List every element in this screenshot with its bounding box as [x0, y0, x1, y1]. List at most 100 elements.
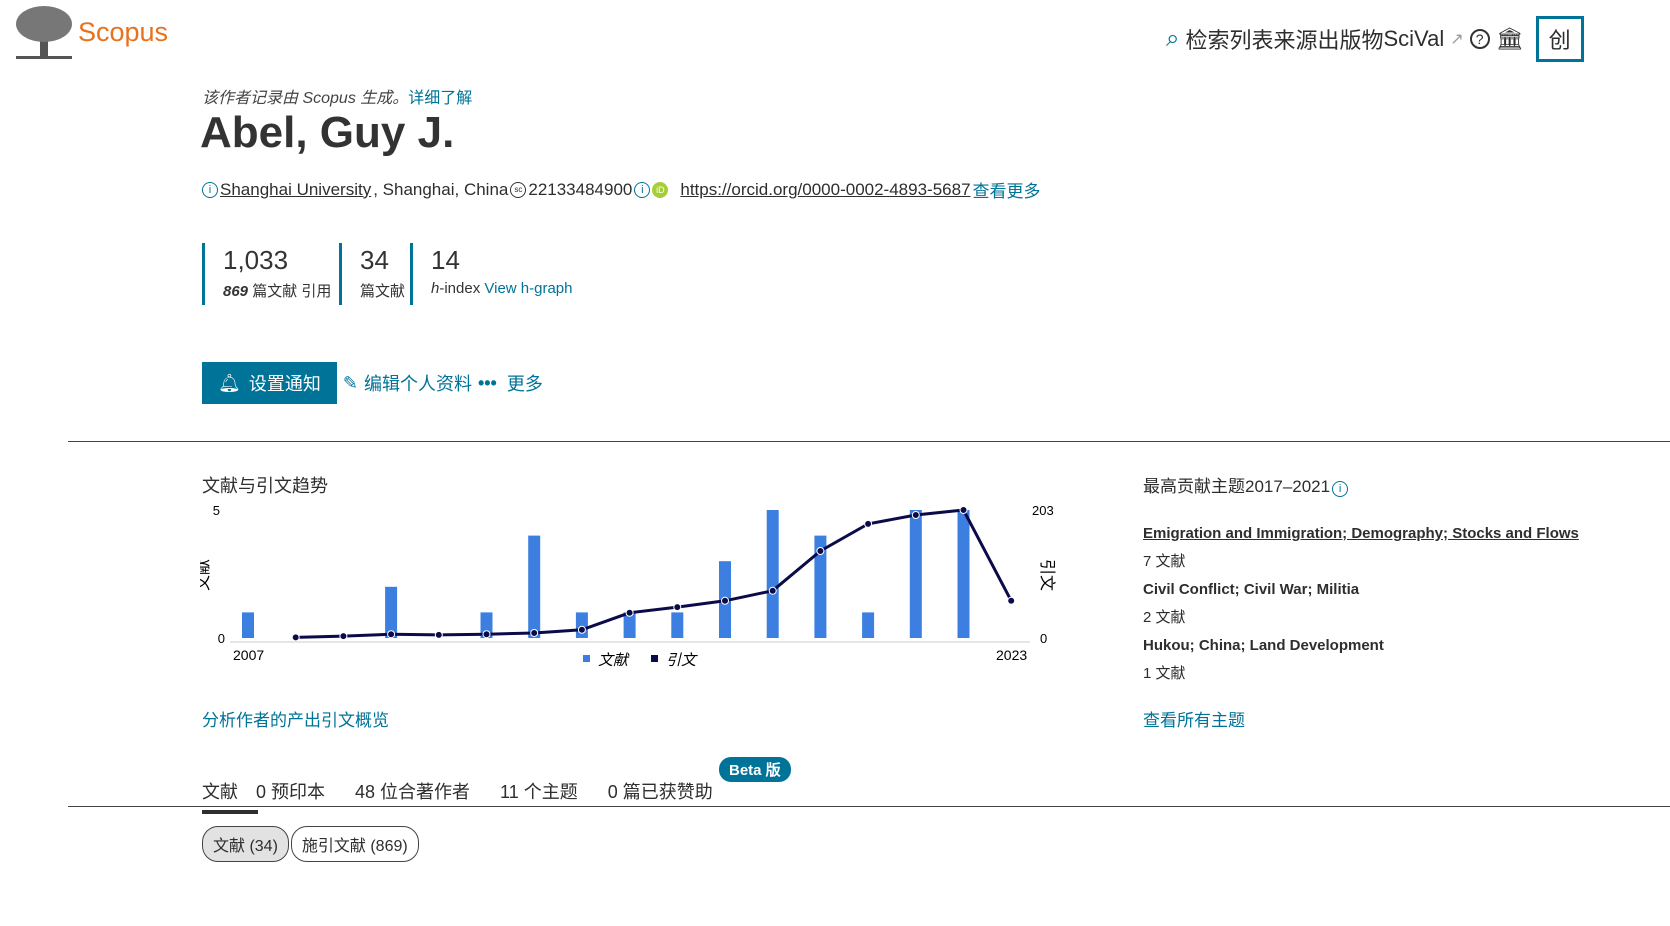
topic-name: Hukou; China; Land Development — [1143, 637, 1384, 654]
citation-point — [911, 511, 920, 520]
citation-point — [291, 633, 300, 642]
citation-point — [577, 625, 586, 634]
chip-citing-documents[interactable]: 施引文献 (869) — [290, 826, 419, 862]
chart-title: 文献与引文趋势 — [202, 476, 328, 496]
bar — [623, 612, 636, 638]
citation-point — [339, 632, 348, 641]
scopus-id: 22133484900 — [528, 179, 633, 199]
tabs-divider — [68, 806, 1670, 807]
tab-topics[interactable]: 11 个主题 — [500, 782, 578, 802]
citation-point — [434, 630, 443, 639]
citations-value: 1,033 — [223, 245, 289, 275]
see-more-link[interactable]: 查看更多 — [972, 182, 1041, 201]
citation-point — [387, 630, 396, 639]
pencil-icon: ✎ — [342, 372, 358, 393]
external-link-icon: ↗ — [1450, 31, 1464, 48]
y2-tick-label: 203 — [1032, 503, 1054, 518]
citation-point — [959, 506, 968, 514]
divider — [68, 441, 1670, 442]
nav-scival[interactable]: SciVal — [1383, 26, 1445, 51]
h-index-metric: 14 h-index View h-graph — [410, 243, 573, 305]
affiliation-link[interactable]: Shanghai University — [220, 179, 372, 199]
documents-metric: 34 篇文献 — [339, 243, 410, 305]
topic-name: Civil Conflict; Civil War; Militia — [1143, 581, 1360, 598]
citation-point — [721, 596, 729, 605]
legend-swatch — [583, 655, 590, 662]
topic-count: 2 文献 — [1143, 609, 1186, 626]
chip-documents[interactable]: 文献 (34) — [202, 826, 289, 862]
topic-count: 1 文献 — [1143, 665, 1186, 682]
legend-swatch — [651, 655, 658, 662]
citation-point — [673, 603, 682, 612]
citation-point — [1007, 596, 1016, 605]
documents-value: 34 — [360, 245, 389, 275]
nav-lists[interactable]: 列表 — [1229, 28, 1274, 53]
metrics: 1,033 869 篇文献 引用 34 篇文献 14 h-index View h-g… — [202, 243, 573, 305]
nav-sources[interactable]: 来源出版物 — [1273, 28, 1384, 53]
search-icon[interactable]: ⌕ — [1166, 25, 1180, 52]
x-tick-label: 2007 — [233, 647, 264, 663]
view-h-graph-link[interactable]: View h-graph — [484, 280, 573, 297]
document-filter-chips: 文献 (34) 施引文献 (869) — [202, 826, 419, 862]
tab-awarded-grants[interactable]: 0 篇已获赞助 — [607, 782, 713, 802]
citation-point — [482, 630, 491, 639]
author-name: Abel, Guy J. — [200, 108, 455, 157]
info-icon[interactable]: i — [1332, 481, 1349, 497]
nav-search[interactable]: 检索 — [1185, 28, 1230, 53]
institution-icon[interactable]: 🏛 — [1495, 26, 1524, 51]
citation-point — [625, 608, 634, 617]
create-account-button[interactable]: 创 — [1535, 16, 1584, 62]
tab-documents[interactable]: 文献 — [202, 778, 258, 814]
bar — [766, 510, 779, 638]
citing-docs-count: 869 — [223, 283, 249, 300]
tab-coauthors[interactable]: 48 位合著作者 — [355, 782, 471, 802]
orcid-link[interactable]: https://orcid.org/0000-0002-4893-5687 — [680, 179, 971, 199]
topic-link[interactable]: Emigration and Immigration; Demography; … — [1143, 525, 1579, 542]
topics-title: 最高贡献主题2017–2021 — [1143, 477, 1331, 496]
bell-icon: 🔔︎ — [218, 372, 241, 393]
more-link[interactable]: 更多 — [506, 374, 543, 394]
y-tick-label: 0 — [218, 631, 225, 646]
info-icon[interactable]: i — [202, 181, 218, 198]
citations-metric: 1,033 869 篇文献 引用 — [202, 243, 339, 305]
beta-badge: Beta 版 — [719, 757, 791, 782]
topic-count: 7 文献 — [1143, 553, 1186, 570]
affiliation-location: , Shanghai, China — [373, 179, 509, 199]
bar — [528, 535, 541, 638]
h-label: h — [431, 280, 440, 297]
learn-more-link[interactable]: 详细了解 — [408, 90, 473, 107]
affiliation-row: i Shanghai University, Shanghai, China s… — [202, 177, 1041, 202]
scopus-id-icon: sc — [510, 181, 527, 198]
tab-preprints[interactable]: 0 预印本 — [256, 782, 326, 802]
h-index-value: 14 — [431, 245, 460, 275]
citation-point — [530, 628, 539, 637]
bar — [909, 510, 922, 638]
orcid-icon: iD — [652, 181, 669, 198]
bar — [385, 586, 398, 638]
help-icon[interactable]: ? — [1469, 29, 1490, 49]
edit-profile-link[interactable]: 编辑个人资料 — [363, 374, 472, 394]
top-topics: 最高贡献主题2017–2021 i Emigration and Immigrat… — [1143, 472, 1583, 683]
view-all-topics-link[interactable]: 查看所有主题 — [1143, 711, 1245, 730]
set-alert-button[interactable]: 🔔︎ 设置通知 — [202, 362, 337, 404]
bar — [671, 612, 684, 638]
citation-point — [768, 586, 777, 595]
more-dots-icon[interactable]: ••• — [477, 372, 497, 393]
citation-line — [295, 508, 1013, 639]
scopus-logo[interactable]: Scopus — [12, 4, 168, 60]
citations-label: 篇文献 引用 — [248, 283, 332, 300]
note-text: 该作者记录由 Scopus 生成。 — [202, 90, 409, 107]
bar — [957, 510, 970, 638]
x-tick-label: 2023 — [996, 647, 1027, 663]
set-alert-label: 设置通知 — [248, 374, 321, 394]
analyze-author-link[interactable]: 分析作者的产出引文概览 — [202, 711, 389, 730]
bar — [814, 535, 827, 638]
info-icon[interactable]: i — [634, 181, 651, 198]
documents-label: 篇文献 — [360, 283, 406, 300]
y2-axis-label: 引文 — [1038, 559, 1056, 591]
bar — [862, 612, 875, 638]
elsevier-tree-icon — [16, 6, 72, 59]
bar — [242, 612, 254, 638]
profile-actions: 🔔︎ 设置通知 ✎ 编辑个人资料 ••• 更多 — [202, 362, 543, 404]
